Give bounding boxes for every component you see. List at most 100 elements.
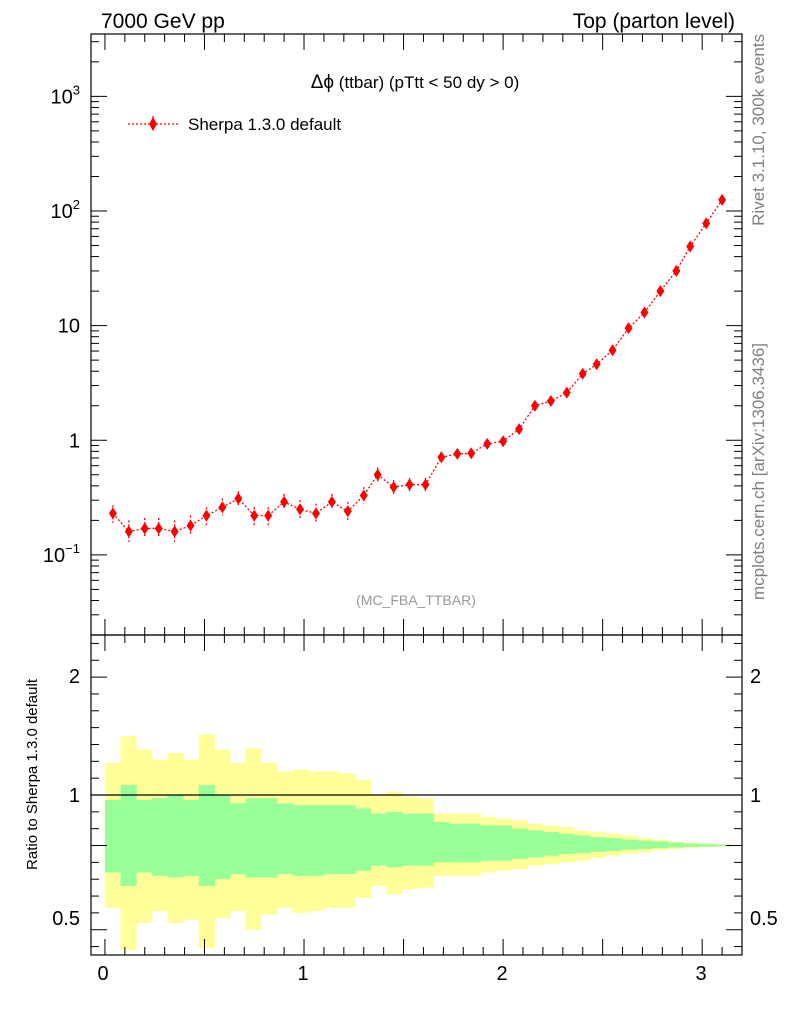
main-x-ticks — [104, 34, 743, 635]
inner-band-bin — [370, 813, 387, 866]
data-point — [140, 522, 149, 535]
y-tick-label-base: 10 — [58, 316, 80, 338]
x-tick-label-3: 3 — [695, 963, 706, 985]
mcplots-label: mcplots.cern.ch [arXiv:1306.3436] — [749, 343, 768, 600]
data-point — [234, 492, 243, 505]
ratio-x-ticks — [104, 635, 743, 955]
legend: Sherpa 1.3.0 default — [128, 115, 341, 134]
data-point — [389, 481, 398, 494]
inner-band-bin — [261, 798, 278, 878]
inner-band-bin — [167, 795, 184, 878]
ratio-y-axis-label: Ratio to Sherpa 1.3.0 default — [24, 678, 41, 870]
inner-band-bin — [151, 798, 168, 876]
inner-band-bin — [308, 805, 325, 876]
data-point — [359, 489, 368, 502]
inner-band-bin — [214, 795, 231, 880]
data-point — [686, 240, 695, 253]
data-point — [154, 522, 163, 535]
y-tick-label: 102 — [51, 197, 80, 223]
inner-band-bin — [652, 841, 669, 849]
rivet-label: Rivet 3.1.10, 300k events — [749, 34, 768, 226]
inner-band-bin — [433, 821, 450, 863]
inner-band-bin — [198, 784, 215, 886]
y-tick-label-exp: 3 — [73, 82, 80, 97]
inner-band-bin — [292, 805, 309, 876]
ratio-tick-left-1: 1 — [69, 785, 80, 807]
y-tick-label: 103 — [51, 82, 80, 108]
inner-band-bin — [136, 800, 153, 873]
data-point — [186, 519, 195, 532]
data-point — [250, 509, 259, 522]
data-point — [702, 217, 711, 230]
data-point — [373, 468, 382, 481]
data-point — [562, 386, 571, 399]
inner-band-bin — [683, 843, 700, 848]
inner-band-bin — [448, 823, 466, 863]
y-tick-label: 10−1 — [43, 541, 80, 567]
inner-band-bin — [480, 825, 497, 861]
data-point — [656, 285, 665, 298]
inner-band-bin — [574, 835, 591, 854]
ratio-panel: 0.5 1 2 0.5 1 2 0 1 2 3 Ratio to Sherpa … — [24, 634, 778, 985]
data-point — [578, 367, 587, 380]
inner-band-bin — [699, 844, 716, 847]
inner-band-bin — [276, 803, 294, 875]
legend-marker — [149, 117, 157, 131]
inner-band-bin — [104, 800, 122, 873]
inner-band-bin — [714, 844, 731, 847]
data-point — [483, 437, 492, 450]
plot-title-symbol: Δϕ — [311, 72, 334, 93]
series-sherpa — [108, 193, 727, 542]
inner-band-bin — [417, 813, 434, 866]
data-point — [280, 495, 289, 508]
y-tick-label: 10 — [58, 316, 80, 338]
x-tick-label-0: 0 — [97, 963, 108, 985]
data-point — [608, 344, 617, 357]
x-tick-label-2: 2 — [496, 963, 507, 985]
data-point — [202, 509, 211, 522]
main-y-ticks — [91, 41, 742, 636]
data-point — [718, 193, 727, 206]
data-point — [672, 264, 681, 277]
inner-band-bin — [386, 811, 403, 868]
inner-band-bin — [542, 832, 559, 856]
legend-label: Sherpa 1.3.0 default — [188, 115, 341, 134]
inner-band-bin — [620, 839, 638, 850]
y-tick-label-exp: 2 — [73, 197, 80, 212]
data-point — [592, 358, 601, 371]
x-tick-label-1: 1 — [297, 963, 308, 985]
ratio-tick-right-2: 2 — [750, 666, 761, 688]
inner-band-bin — [464, 823, 481, 863]
y-tick-label-base: 10 — [43, 545, 65, 567]
data-point — [640, 306, 649, 319]
inner-band-bin — [245, 798, 262, 878]
inner-band-bin — [183, 800, 200, 876]
y-tick-label-exp: −1 — [65, 541, 80, 556]
inner-band-bin — [120, 784, 137, 886]
data-point — [296, 503, 305, 516]
data-point — [453, 447, 462, 460]
inner-band-bin — [230, 803, 247, 875]
data-point — [264, 509, 273, 522]
series-line — [112, 199, 723, 533]
ratio-tick-right-1: 1 — [750, 785, 761, 807]
watermark: (MC_FBA_TTBAR) — [356, 592, 476, 608]
ratio-tick-right-0.5: 0.5 — [750, 908, 778, 930]
data-point — [421, 478, 430, 491]
inner-band-bin — [558, 833, 575, 854]
data-point — [546, 394, 555, 407]
y-tick-label: 1 — [69, 430, 80, 452]
inner-band-bin — [605, 837, 622, 851]
plot-title: Δϕ (ttbar) (pTtt < 50 dy > 0) — [311, 72, 520, 93]
data-point — [311, 507, 320, 520]
ratio-bands — [104, 734, 731, 950]
data-point — [218, 501, 227, 514]
inner-band-bin — [339, 805, 356, 875]
data-point — [624, 322, 633, 335]
data-point — [327, 495, 336, 508]
y-tick-label-base: 10 — [51, 201, 73, 223]
data-point — [530, 399, 539, 412]
y-tick-label-base: 1 — [69, 430, 80, 452]
